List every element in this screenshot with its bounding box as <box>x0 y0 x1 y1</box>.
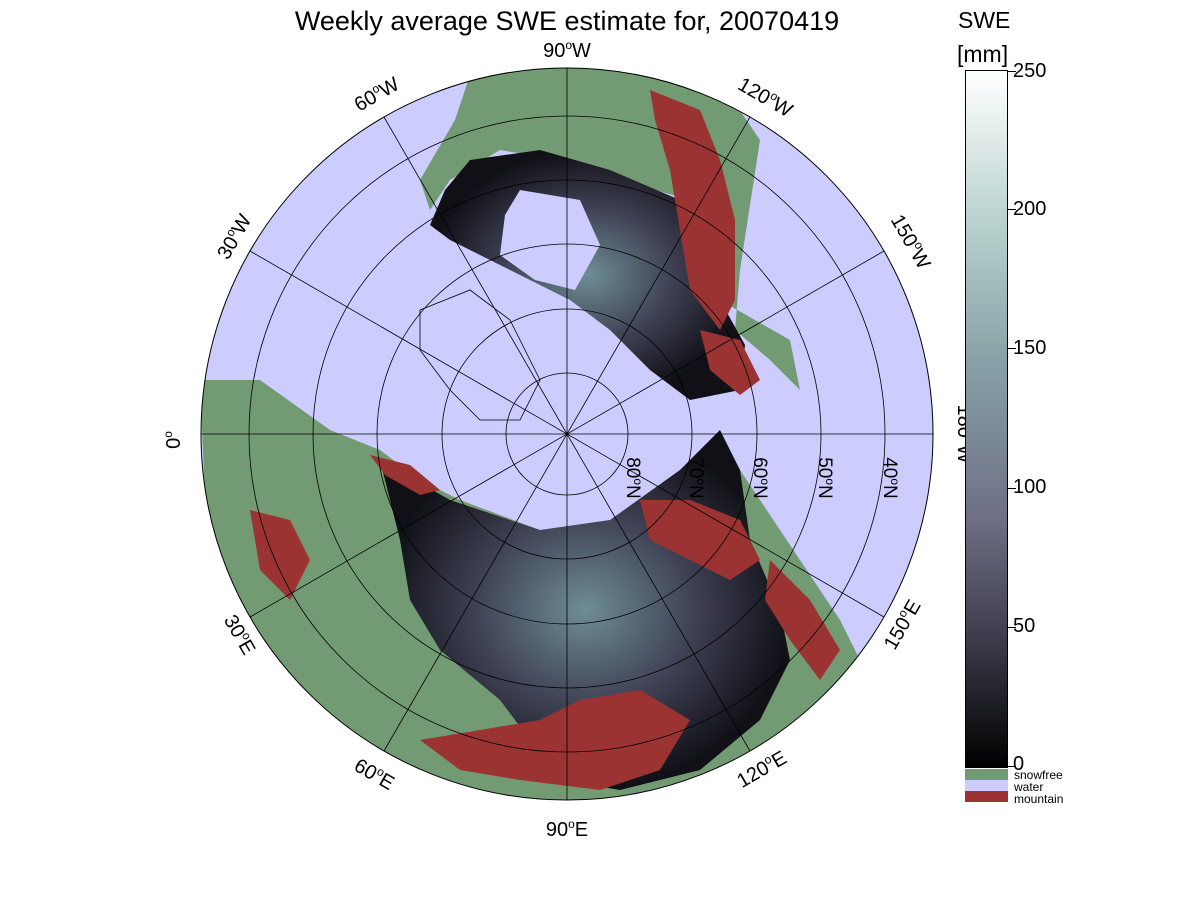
colorbar-tick-150 <box>1008 348 1016 349</box>
legend-label-snowfree: snowfree <box>1014 768 1063 782</box>
colorbar-tick-250 <box>1008 71 1016 72</box>
colorbar-title: SWE <box>958 7 1011 33</box>
mountain-scandinavia <box>370 455 440 495</box>
mountain-himalaya <box>420 690 690 790</box>
lat-label-60n: 60oN <box>749 457 772 499</box>
hudson-bay <box>500 190 600 290</box>
mountain-alaska <box>700 330 760 395</box>
lat-label-80n: 80oN <box>622 457 645 499</box>
colorbar-tick-100 <box>1008 488 1016 489</box>
colorbar-unit: [mm] <box>957 41 1009 67</box>
lon-label-90w: 90oW <box>543 38 591 62</box>
latitude-labels: 80oN 70oN 60oN 50oN 40oN <box>622 457 902 499</box>
lon-label-60w: 60oW <box>350 72 404 117</box>
legend-swatch-mountain <box>965 791 1008 802</box>
colorbar-tick-label-250: 250 <box>1013 60 1047 82</box>
mountain-siberia <box>640 500 760 580</box>
lat-label-50n: 50oN <box>814 457 837 499</box>
mountain-kamchatka <box>765 560 840 680</box>
colorbar-tick-label-100: 100 <box>1013 476 1047 498</box>
colorbar-tick-200 <box>1008 209 1016 210</box>
colorbar-tick-0 <box>1008 766 1016 767</box>
colorbar-tick-50 <box>1008 627 1016 628</box>
colorbar-tick-label-0: 0 <box>1013 753 1025 775</box>
lon-label-60e: 60oE <box>350 753 399 795</box>
lon-label-90e: 90oE <box>546 817 588 841</box>
lon-label-0: 0o <box>161 431 185 449</box>
colorbar-tick-label-150: 150 <box>1013 337 1047 359</box>
lat-label-40n: 40oN <box>879 457 902 499</box>
legend-label-water: water <box>1014 780 1044 794</box>
mountain-rockies <box>650 90 735 330</box>
lon-label-150w: 150oW <box>886 210 936 273</box>
map-disk <box>200 67 934 801</box>
legend-swatch-snowfree <box>965 769 1008 780</box>
map-frame <box>200 67 934 801</box>
swe-colorbar <box>965 70 1008 768</box>
map-title: Weekly average SWE estimate for, 2007041… <box>294 6 840 36</box>
legend-swatch-water <box>965 780 1008 791</box>
graticule <box>201 68 933 800</box>
colorbar-tick-label-50: 50 <box>1013 615 1036 637</box>
legend-label-mountain: mountain <box>1014 792 1064 806</box>
colorbar-tick-label-200: 200 <box>1013 198 1047 220</box>
lat-label-70n: 70oN <box>685 457 708 499</box>
